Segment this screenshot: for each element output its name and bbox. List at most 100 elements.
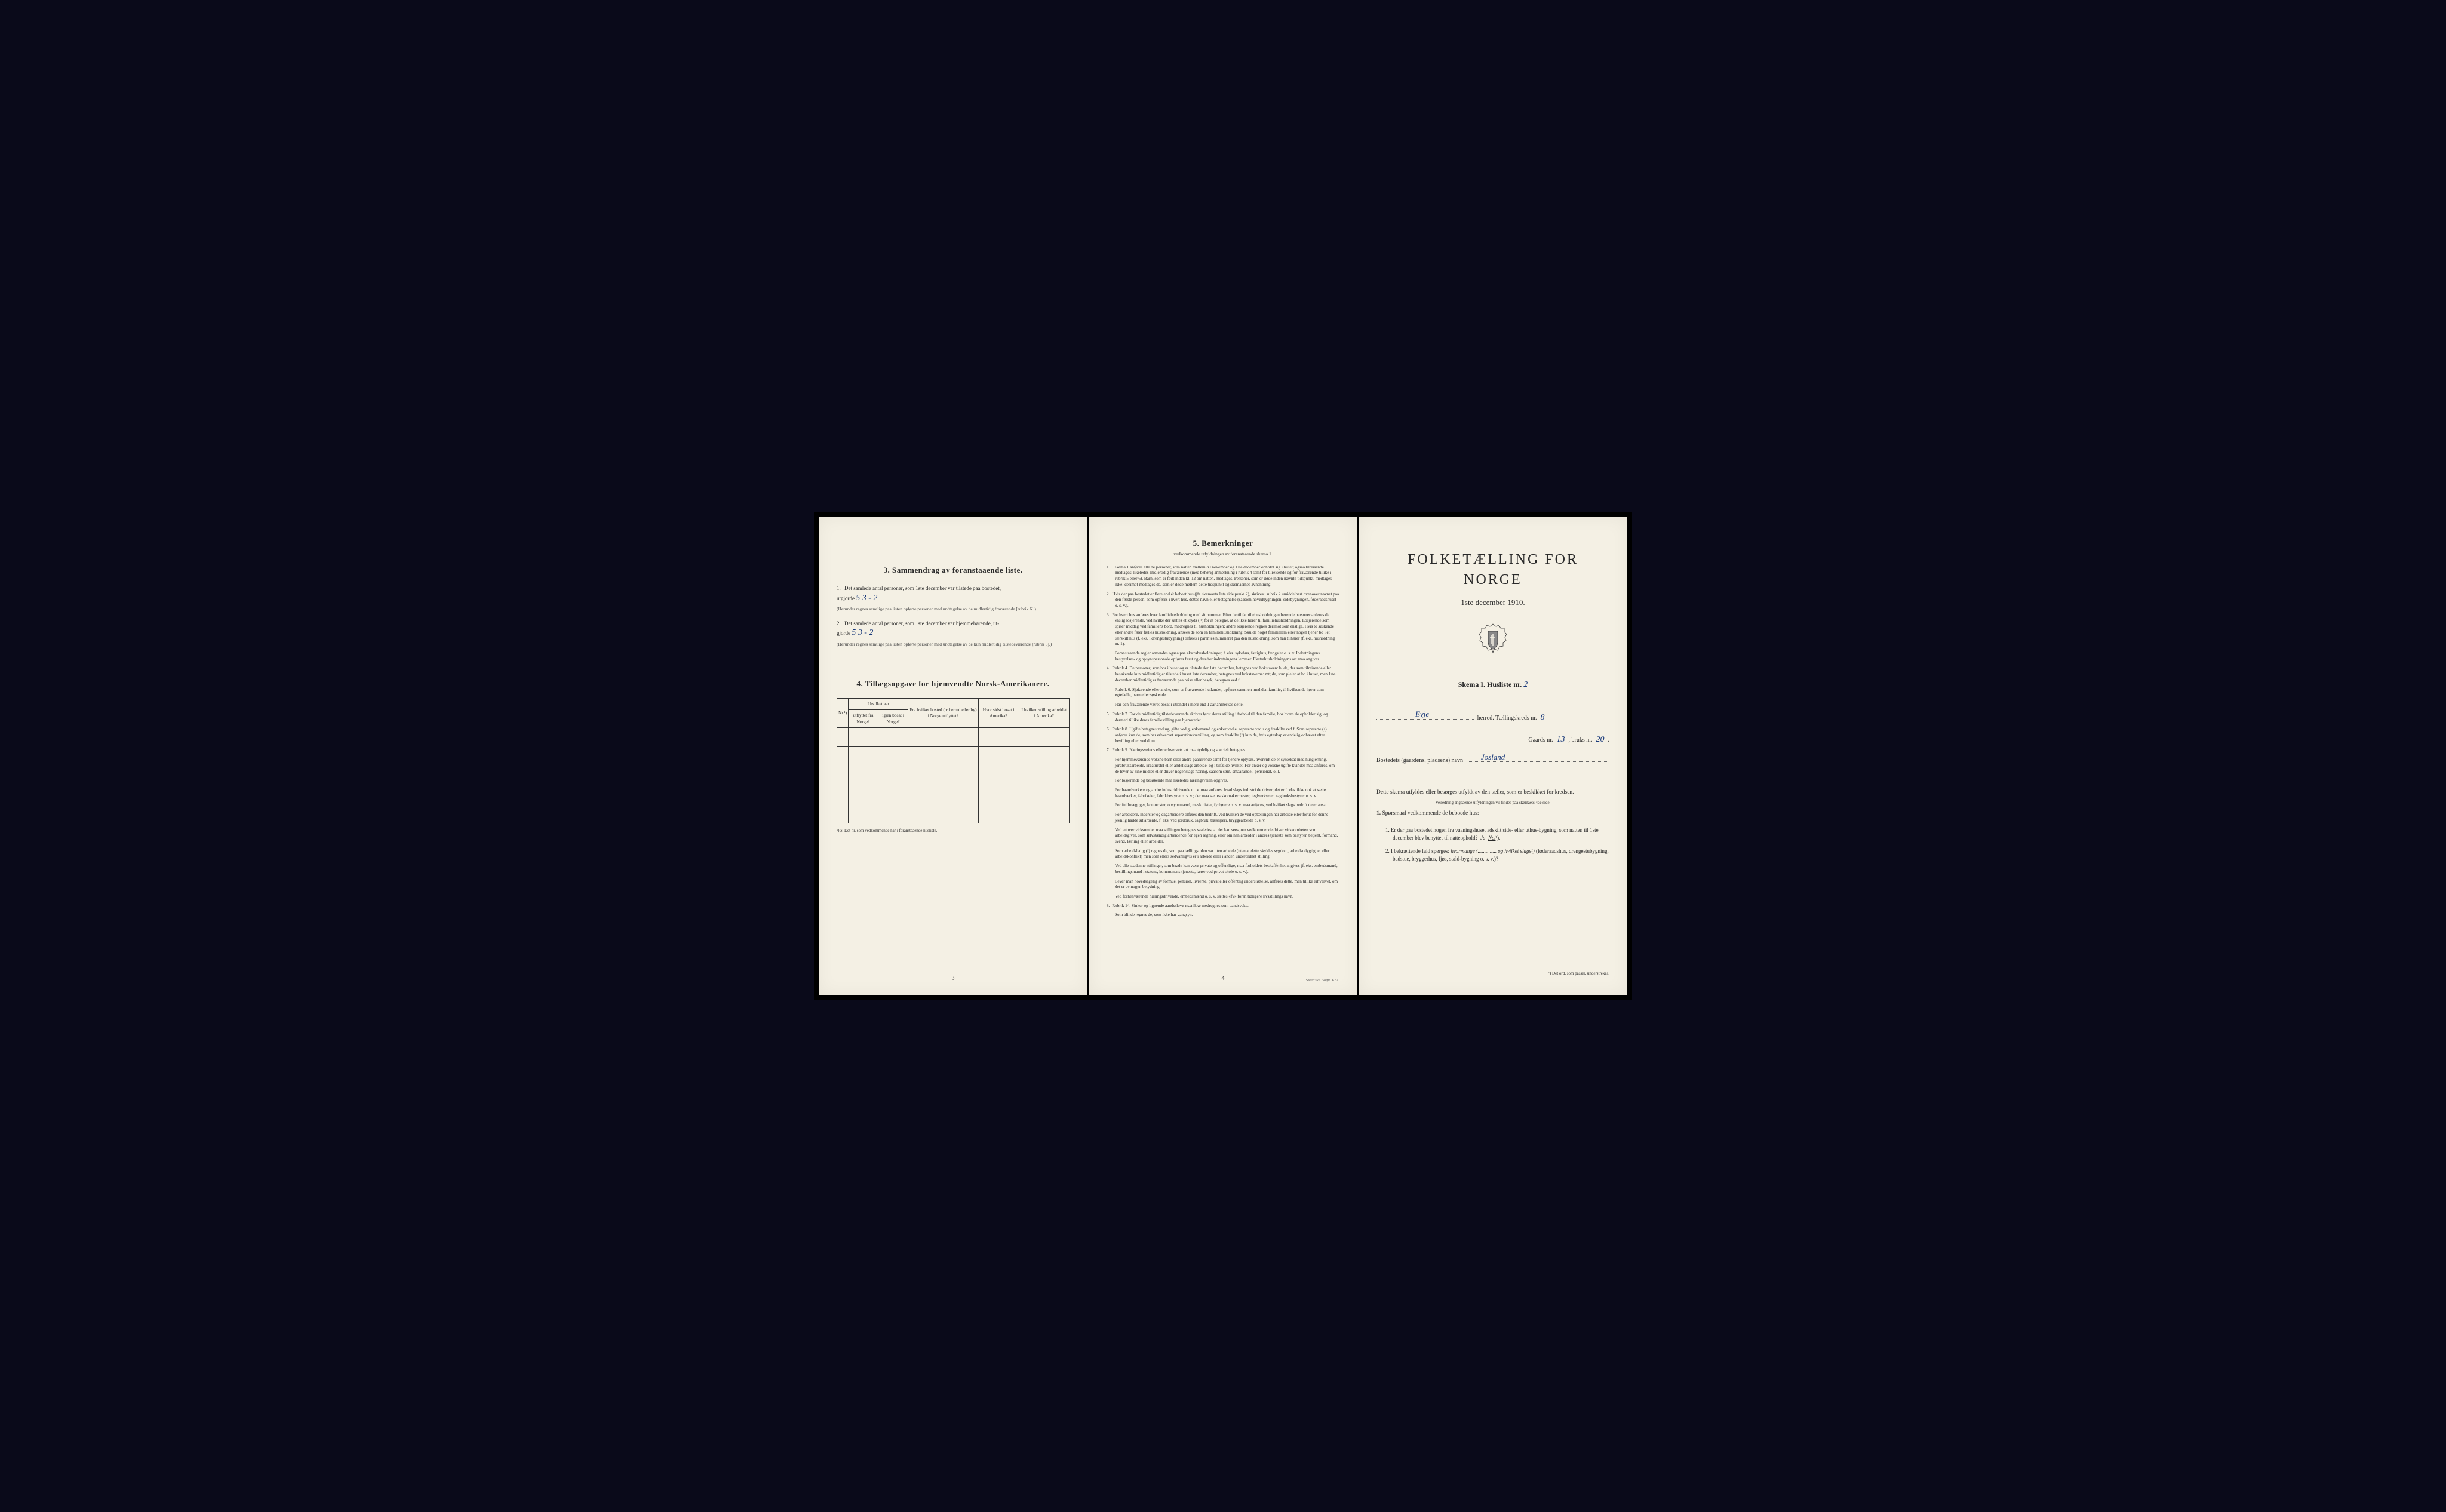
bemerkning-list: 1.I skema 1 anføres alle de personer, so…: [1107, 565, 1339, 919]
item2-num: 2.: [837, 620, 841, 626]
hjemvendte-table: Nr.¹) I hvilket aar Fra hvilket bosted (…: [837, 698, 1070, 824]
gaards-line: Gaards nr. 13 , bruks nr. 20.: [1376, 734, 1609, 746]
page-number-4: 4: [1222, 975, 1225, 983]
bemerkning-sub: For haandverkere og andre industridriven…: [1107, 788, 1339, 799]
section3-item1: 1. Det samlede antal personer, som 1ste …: [837, 585, 1070, 613]
section5-subtitle: vedkommende utfyldningen av foranstaaend…: [1107, 551, 1339, 558]
table-row: [837, 785, 1070, 804]
bemerkning-sub: Foranstaaende regler anvendes ogsaa paa …: [1107, 651, 1339, 662]
th-col1-top: I hvilket aar: [849, 698, 908, 710]
bemerkning-item: 5.Rubrik 7. For de midlertidig tilstedev…: [1107, 712, 1339, 723]
question-1: 1. Er der paa bostedet nogen fra vaaning…: [1385, 826, 1609, 841]
bemerkning-sub: Ved forhenværende næringsdrivende, embed…: [1107, 894, 1339, 900]
bemerkning-item: 1.I skema 1 anføres alle de personer, so…: [1107, 565, 1339, 588]
q-header-text: Spørsmaal vedkommende de beboede hus:: [1382, 810, 1479, 816]
crest-icon: [1376, 623, 1609, 658]
bemerkning-sub: For fuldmægtiger, kontorister, opsynsmæn…: [1107, 803, 1339, 809]
table-row: [837, 804, 1070, 823]
page-center: 5. Bemerkninger vedkommende utfyldningen…: [1089, 517, 1357, 995]
bemerkning-sub: For losjerende og besøkende maa likelede…: [1107, 778, 1339, 784]
section4-title-text: Tillægsopgave for hjemvendte Norsk-Ameri…: [865, 679, 1050, 688]
bemerkning-sub: Rubrik 6. Sjøfarende eller andre, som er…: [1107, 687, 1339, 699]
q1-num: 1.: [1385, 827, 1390, 833]
bemerkning-sub: Som arbeidsledig (l) regnes de, som paa …: [1107, 849, 1339, 860]
question-list: 1. Er der paa bostedet nogen fra vaaning…: [1376, 826, 1609, 862]
skema-line: Skema I. Husliste nr. 2: [1376, 679, 1609, 691]
item1-prefix: utgjorde: [837, 595, 855, 601]
page-right: FOLKETÆLLING FOR NORGE 1ste december 191…: [1359, 517, 1627, 995]
page-number-3: 3: [952, 975, 955, 983]
item1-num: 1.: [837, 585, 841, 591]
herred-value: Evje: [1415, 709, 1429, 720]
bemerkning-sub: Lever man hovedsagelig av formue, pensio…: [1107, 879, 1339, 890]
instructions-block: Dette skema utfyldes eller besørges utfy…: [1376, 789, 1609, 863]
section3-number: 3.: [884, 566, 890, 574]
bemerkning-item: 3.For hvert hus anføres hver familiehush…: [1107, 613, 1339, 647]
section3-title-text: Sammendrag av foranstaaende liste.: [892, 566, 1023, 574]
bemerkning-item: 4.Rubrik 4. De personer, som bor i huset…: [1107, 666, 1339, 683]
table-row: [837, 766, 1070, 785]
herred-line: Evje herred. Tællingskreds nr. 8: [1376, 712, 1609, 724]
q-header: 1. Spørsmaal vedkommende de beboede hus:: [1376, 810, 1609, 818]
bemerkning-sub: For hjemmeværende voksne barn eller andr…: [1107, 757, 1339, 775]
skema-label: Skema I. Husliste nr.: [1458, 680, 1522, 689]
page-left: 3. Sammendrag av foranstaaende liste. 1.…: [819, 517, 1087, 995]
th-nr: Nr.¹): [837, 698, 849, 728]
q-header-num: 1.: [1376, 810, 1381, 816]
section3-title: 3. Sammendrag av foranstaaende liste.: [837, 565, 1070, 576]
th-col1b: igjen bosat i Norge?: [878, 710, 908, 728]
main-date: 1ste december 1910.: [1376, 597, 1609, 608]
bemerkning-item: 7.Rubrik 9. Næringsveiens eller erhverve…: [1107, 748, 1339, 754]
instructions-p1: Dette skema utfyldes eller besørges utfy…: [1376, 789, 1609, 797]
bruks-value: 20: [1596, 734, 1605, 746]
bemerkning-item: 8.Rubrik 14. Sinker og lignende aandsslø…: [1107, 903, 1339, 909]
q2-text-a: I bekræftende fald spørges:: [1391, 848, 1449, 854]
section3-item2: 2. Det samlede antal personer, som 1ste …: [837, 620, 1070, 648]
bosted-line: Bostedets (gaardens, pladsens) navn Josl…: [1376, 757, 1609, 765]
section5-number: 5.: [1193, 539, 1200, 548]
document-container: 3. Sammendrag av foranstaaende liste. 1.…: [814, 512, 1632, 1000]
bemerkning-sub: Som blinde regnes de, som ikke har gangs…: [1107, 912, 1339, 918]
bemerkning-item: 2.Hvis der paa bostedet er flere end ét …: [1107, 592, 1339, 609]
section5-title-text: Bemerkninger: [1202, 539, 1253, 548]
skema-value: 2: [1523, 680, 1528, 689]
th-col2: Fra hvilket bosted (ɔ: herred eller by) …: [908, 698, 978, 728]
instructions-tiny: Veiledning angaaende utfyldningen vil fi…: [1376, 800, 1609, 806]
question-2: 2. I bekræftende fald spørges: hvormange…: [1385, 847, 1609, 862]
section5-title: 5. Bemerkninger: [1107, 538, 1339, 549]
bosted-label: Bostedets (gaardens, pladsens) navn: [1376, 757, 1463, 765]
bruks-label: , bruks nr.: [1569, 736, 1593, 745]
q2-text-c: og hvilket slags¹): [1498, 848, 1535, 854]
item1-note: (Herunder regnes samtlige paa listen opf…: [837, 606, 1070, 613]
item2-note: (Herunder regnes samtlige paa listen opf…: [837, 641, 1070, 648]
th-col3: Hvor sidst bosat i Amerika?: [978, 698, 1019, 728]
th-col1a: utflyttet fra Norge?: [849, 710, 878, 728]
bemerkning-item: 6.Rubrik 8. Ugifte betegnes ved ug, gift…: [1107, 727, 1339, 744]
bemerkning-sub: Har den fraværende været bosat i utlande…: [1107, 702, 1339, 708]
item1-text: Det samlede antal personer, som 1ste dec…: [844, 585, 1001, 591]
table-row: [837, 747, 1070, 766]
herred-label: herred. Tællingskreds nr.: [1477, 714, 1537, 723]
q1-ja: Ja: [1480, 835, 1486, 841]
gaards-value: 13: [1557, 734, 1565, 746]
item2-value: 5 3 - 2: [852, 628, 873, 637]
bemerkning-sub: For arbeidere, inderster og dagarbeidere…: [1107, 812, 1339, 823]
item1-value: 5 3 - 2: [856, 594, 877, 603]
q1-nei: Nei: [1488, 835, 1496, 841]
section4-footnote: ¹) ɔ: Det nr. som vedkommende har i fora…: [837, 828, 1070, 834]
bosted-value: Josland: [1481, 752, 1505, 763]
bottom-footnote: ¹) Det ord, som passer, understrekes.: [1548, 971, 1609, 977]
q2-num: 2.: [1385, 848, 1390, 854]
th-col4: I hvilken stilling arbeidet i Amerika?: [1019, 698, 1069, 728]
item2-text: Det samlede antal personer, som 1ste dec…: [844, 620, 999, 626]
gaards-label: Gaards nr.: [1528, 736, 1553, 745]
bemerkning-sub: Ved enhver virksomhet maa stillingen bet…: [1107, 828, 1339, 845]
q1-sup: ¹).: [1495, 835, 1500, 841]
bemerkning-sub: Ved alle saadanne stillinger, som baade …: [1107, 863, 1339, 875]
item2-prefix: gjorde: [837, 630, 850, 636]
q2-text-b: hvormange?: [1451, 848, 1477, 854]
section4-number: 4.: [856, 679, 863, 688]
table-row: [837, 728, 1070, 747]
printer-note: Steen'ske Bogtr. Kr.a.: [1306, 978, 1339, 983]
kreds-value: 8: [1541, 712, 1545, 724]
